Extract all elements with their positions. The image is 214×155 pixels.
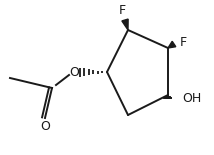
Text: OH: OH [182,91,201,104]
Text: F: F [179,35,187,49]
Polygon shape [168,41,176,48]
Text: F: F [118,4,126,16]
Text: O: O [69,66,79,78]
Text: O: O [40,120,50,133]
Polygon shape [122,19,128,30]
